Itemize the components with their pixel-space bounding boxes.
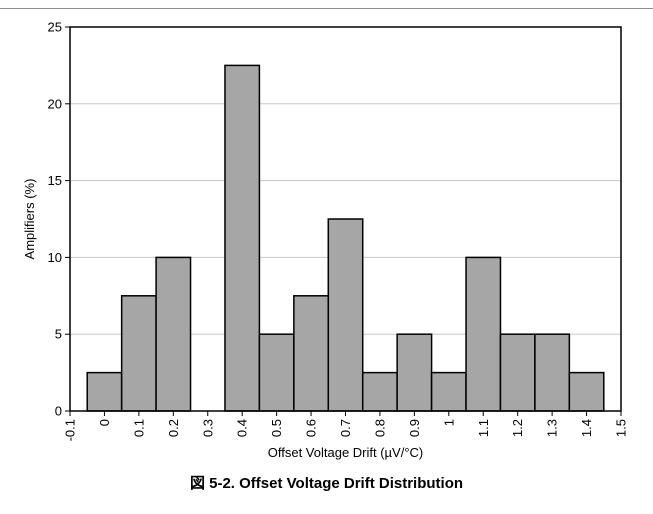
x-tick-label: 1.2: [510, 419, 525, 437]
x-tick-label: -0.1: [63, 419, 78, 441]
histogram-bar: [327, 218, 364, 412]
x-tick-label: 0.6: [304, 419, 319, 437]
y-tick-label: 10: [48, 250, 62, 265]
x-tick-label: 0.2: [166, 419, 181, 437]
bars: [86, 64, 605, 412]
x-tick-label: 0: [97, 419, 112, 426]
x-tick-label: 1: [441, 419, 456, 426]
x-tick-label: 1.4: [579, 419, 594, 437]
y-axis-ticks: 0 5 10 15 20 25: [48, 20, 70, 419]
y-tick-label: 20: [48, 96, 62, 111]
x-tick-label: 0.9: [407, 419, 422, 437]
x-tick-label: 0.5: [269, 419, 284, 437]
x-tick-label: 0.1: [131, 419, 146, 437]
x-axis-ticks: -0.1 0 0.1 0.2 0.3 0.4 0.5 0.6 0.7 0.8 0.9 1 1.1 1.2 1…: [63, 411, 629, 441]
figure-caption: 図 5-2. Offset Voltage Drift Distribution: [189, 475, 464, 492]
histogram-bar: [224, 64, 261, 412]
y-tick-label: 25: [48, 20, 62, 35]
histogram-bar: [155, 256, 192, 412]
x-tick-label: 0.3: [200, 419, 215, 437]
histogram-bar: [465, 256, 502, 412]
y-axis-label: Amplifiers (%): [22, 179, 37, 260]
histogram-bar: [568, 371, 605, 412]
x-tick-label: 0.8: [372, 419, 387, 437]
x-tick-label: 0.7: [338, 419, 353, 437]
top-rule: [0, 8, 653, 9]
histogram-bar: [430, 371, 467, 412]
histogram-bar: [120, 295, 157, 412]
x-tick-label: 1.3: [545, 419, 560, 437]
x-tick-label: 1.5: [614, 419, 629, 437]
histogram-bar: [86, 371, 123, 412]
histogram-bar: [258, 333, 295, 412]
y-tick-label: 15: [48, 173, 62, 188]
y-tick-label: 5: [55, 327, 62, 342]
histogram-bar: [499, 333, 536, 412]
histogram-bar: [534, 333, 571, 412]
x-tick-label: 0.4: [235, 419, 250, 437]
histogram-bar: [396, 333, 433, 412]
histogram-bar: [293, 295, 330, 412]
x-tick-label: 1.1: [476, 419, 491, 437]
y-tick-label: 0: [55, 404, 62, 419]
x-axis-label: Offset Voltage Drift (µV/°C): [268, 445, 424, 460]
histogram-bar: [361, 371, 398, 412]
